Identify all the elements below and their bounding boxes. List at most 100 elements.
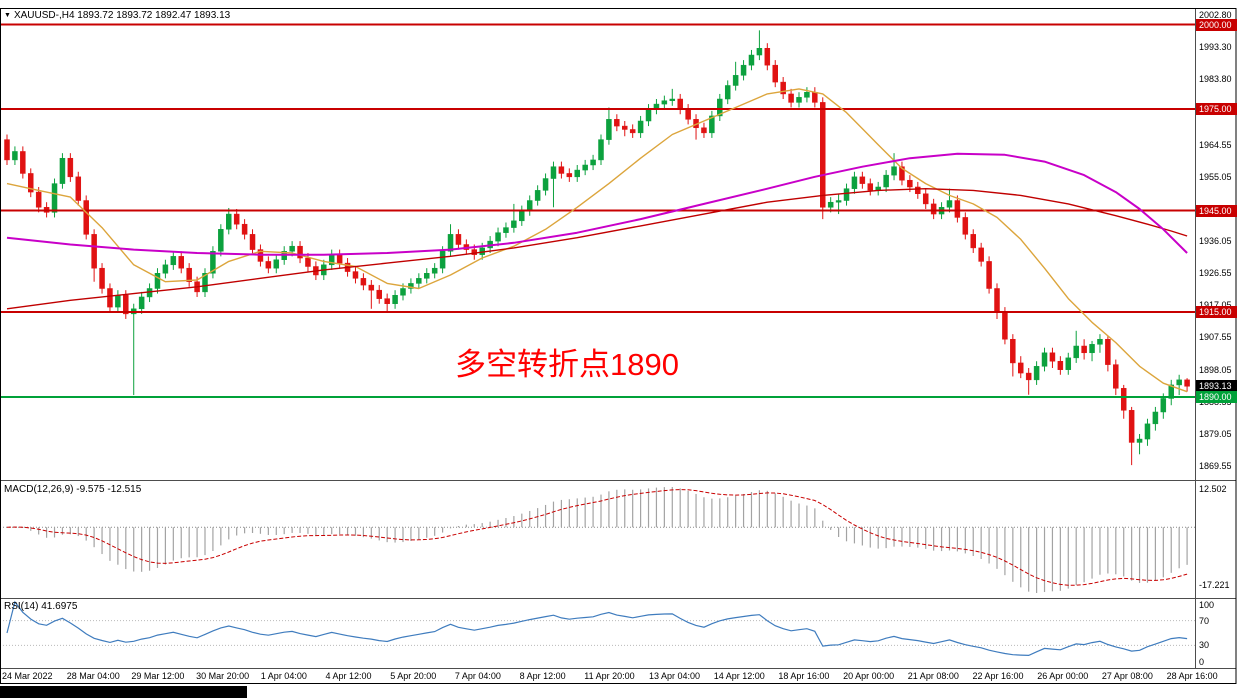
- candle: [447, 224, 454, 257]
- price-axis: 12.502 -17.221 2002.801993.301983.801974…: [1196, 0, 1237, 698]
- chart-title-text: XAUUSD-,H4 1893.72 1893.72 1892.47 1893.…: [13, 10, 231, 21]
- candle: [804, 87, 810, 103]
- ma-line-orange: [6, 88, 1188, 393]
- candle: [408, 278, 414, 294]
- candle: [20, 146, 26, 179]
- candle: [202, 268, 208, 297]
- candle: [336, 249, 343, 269]
- candle: [226, 207, 232, 235]
- candle: [328, 249, 335, 270]
- candle: [1144, 418, 1151, 446]
- candle: [519, 205, 525, 226]
- candle: [661, 95, 668, 110]
- candle: [780, 77, 786, 100]
- candle: [392, 290, 398, 309]
- candle: [891, 153, 897, 181]
- candle: [1089, 340, 1095, 362]
- price-axis-label: 1898.05: [1199, 364, 1232, 375]
- rsi-axis-label: 0: [1199, 657, 1205, 667]
- macd-indicator-label: MACD(12,26,9) -9.575 -12.515: [4, 484, 142, 495]
- candle: [297, 241, 303, 264]
- candle: [788, 88, 794, 108]
- candle: [1184, 378, 1190, 392]
- candle: [1018, 356, 1024, 379]
- candle: [986, 256, 992, 294]
- candle: [685, 104, 691, 125]
- candle: [1049, 347, 1056, 369]
- candle: [859, 171, 866, 189]
- candle: [503, 222, 509, 238]
- price-axis-label: 1936.05: [1199, 235, 1232, 246]
- candle: [130, 303, 137, 396]
- candle: [994, 283, 1000, 319]
- price-axis-label: 2002.80: [1199, 10, 1232, 21]
- candle: [107, 283, 113, 313]
- candle: [28, 168, 34, 198]
- candle: [249, 229, 256, 255]
- candle: [566, 168, 573, 182]
- candle: [772, 60, 778, 88]
- candle: [91, 229, 97, 282]
- candle: [1097, 334, 1103, 353]
- macd-signal-line: [6, 489, 1188, 586]
- candle: [669, 88, 676, 106]
- price-axis-label: 1917.05: [1199, 300, 1232, 310]
- candle: [35, 186, 42, 213]
- candle: [851, 171, 858, 194]
- candle: [606, 107, 612, 145]
- candle: [431, 263, 438, 279]
- candle: [875, 181, 881, 196]
- candle: [574, 164, 580, 182]
- candle: [534, 185, 541, 206]
- candle: [360, 273, 367, 291]
- candle: [796, 92, 802, 108]
- candle: [922, 188, 929, 209]
- price-axis-label: 1955.05: [1199, 171, 1232, 182]
- candle: [709, 110, 715, 138]
- candle: [115, 290, 121, 313]
- candle: [1010, 334, 1016, 377]
- candle: [1136, 433, 1143, 455]
- candle: [1081, 339, 1087, 360]
- candle: [170, 251, 177, 270]
- ma-line-magenta: [6, 152, 1188, 256]
- candle: [526, 195, 533, 216]
- candle: [138, 291, 145, 314]
- candle: [843, 183, 850, 206]
- rsi-axis-label: 100: [1199, 600, 1215, 610]
- rsi-axis-label: 70: [1199, 615, 1210, 626]
- candle: [724, 80, 731, 105]
- candle: [455, 229, 462, 250]
- candle: [495, 227, 501, 247]
- price-axis-label: 1983.80: [1199, 74, 1232, 85]
- candle: [99, 263, 105, 294]
- candle: [582, 159, 588, 176]
- candle: [186, 263, 192, 287]
- candle: [352, 266, 359, 284]
- candle: [1152, 406, 1159, 431]
- candle: [978, 242, 984, 267]
- candle: [210, 246, 216, 279]
- candle: [717, 93, 723, 122]
- dropdown-icon[interactable]: ▼: [4, 12, 11, 19]
- candle: [558, 161, 565, 179]
- candle: [12, 146, 18, 165]
- candle: [1176, 374, 1182, 396]
- candle: [614, 114, 620, 132]
- chart-annotation-text[interactable]: 多空转折点1890: [455, 347, 679, 382]
- candle: [273, 254, 280, 274]
- candle: [954, 195, 961, 223]
- candle: [622, 121, 628, 137]
- chart-ohlc-title: ▼ XAUUSD-,H4 1893.72 1893.72 1892.47 1893…: [4, 10, 230, 21]
- candle: [1120, 384, 1127, 419]
- level-badge-1975: 1975.00: [1196, 103, 1237, 116]
- candle: [4, 134, 10, 165]
- candle: [677, 93, 683, 115]
- candle: [376, 285, 382, 304]
- candle: [542, 173, 549, 196]
- candle: [162, 259, 169, 279]
- candle: [1025, 368, 1032, 395]
- candle: [511, 203, 517, 233]
